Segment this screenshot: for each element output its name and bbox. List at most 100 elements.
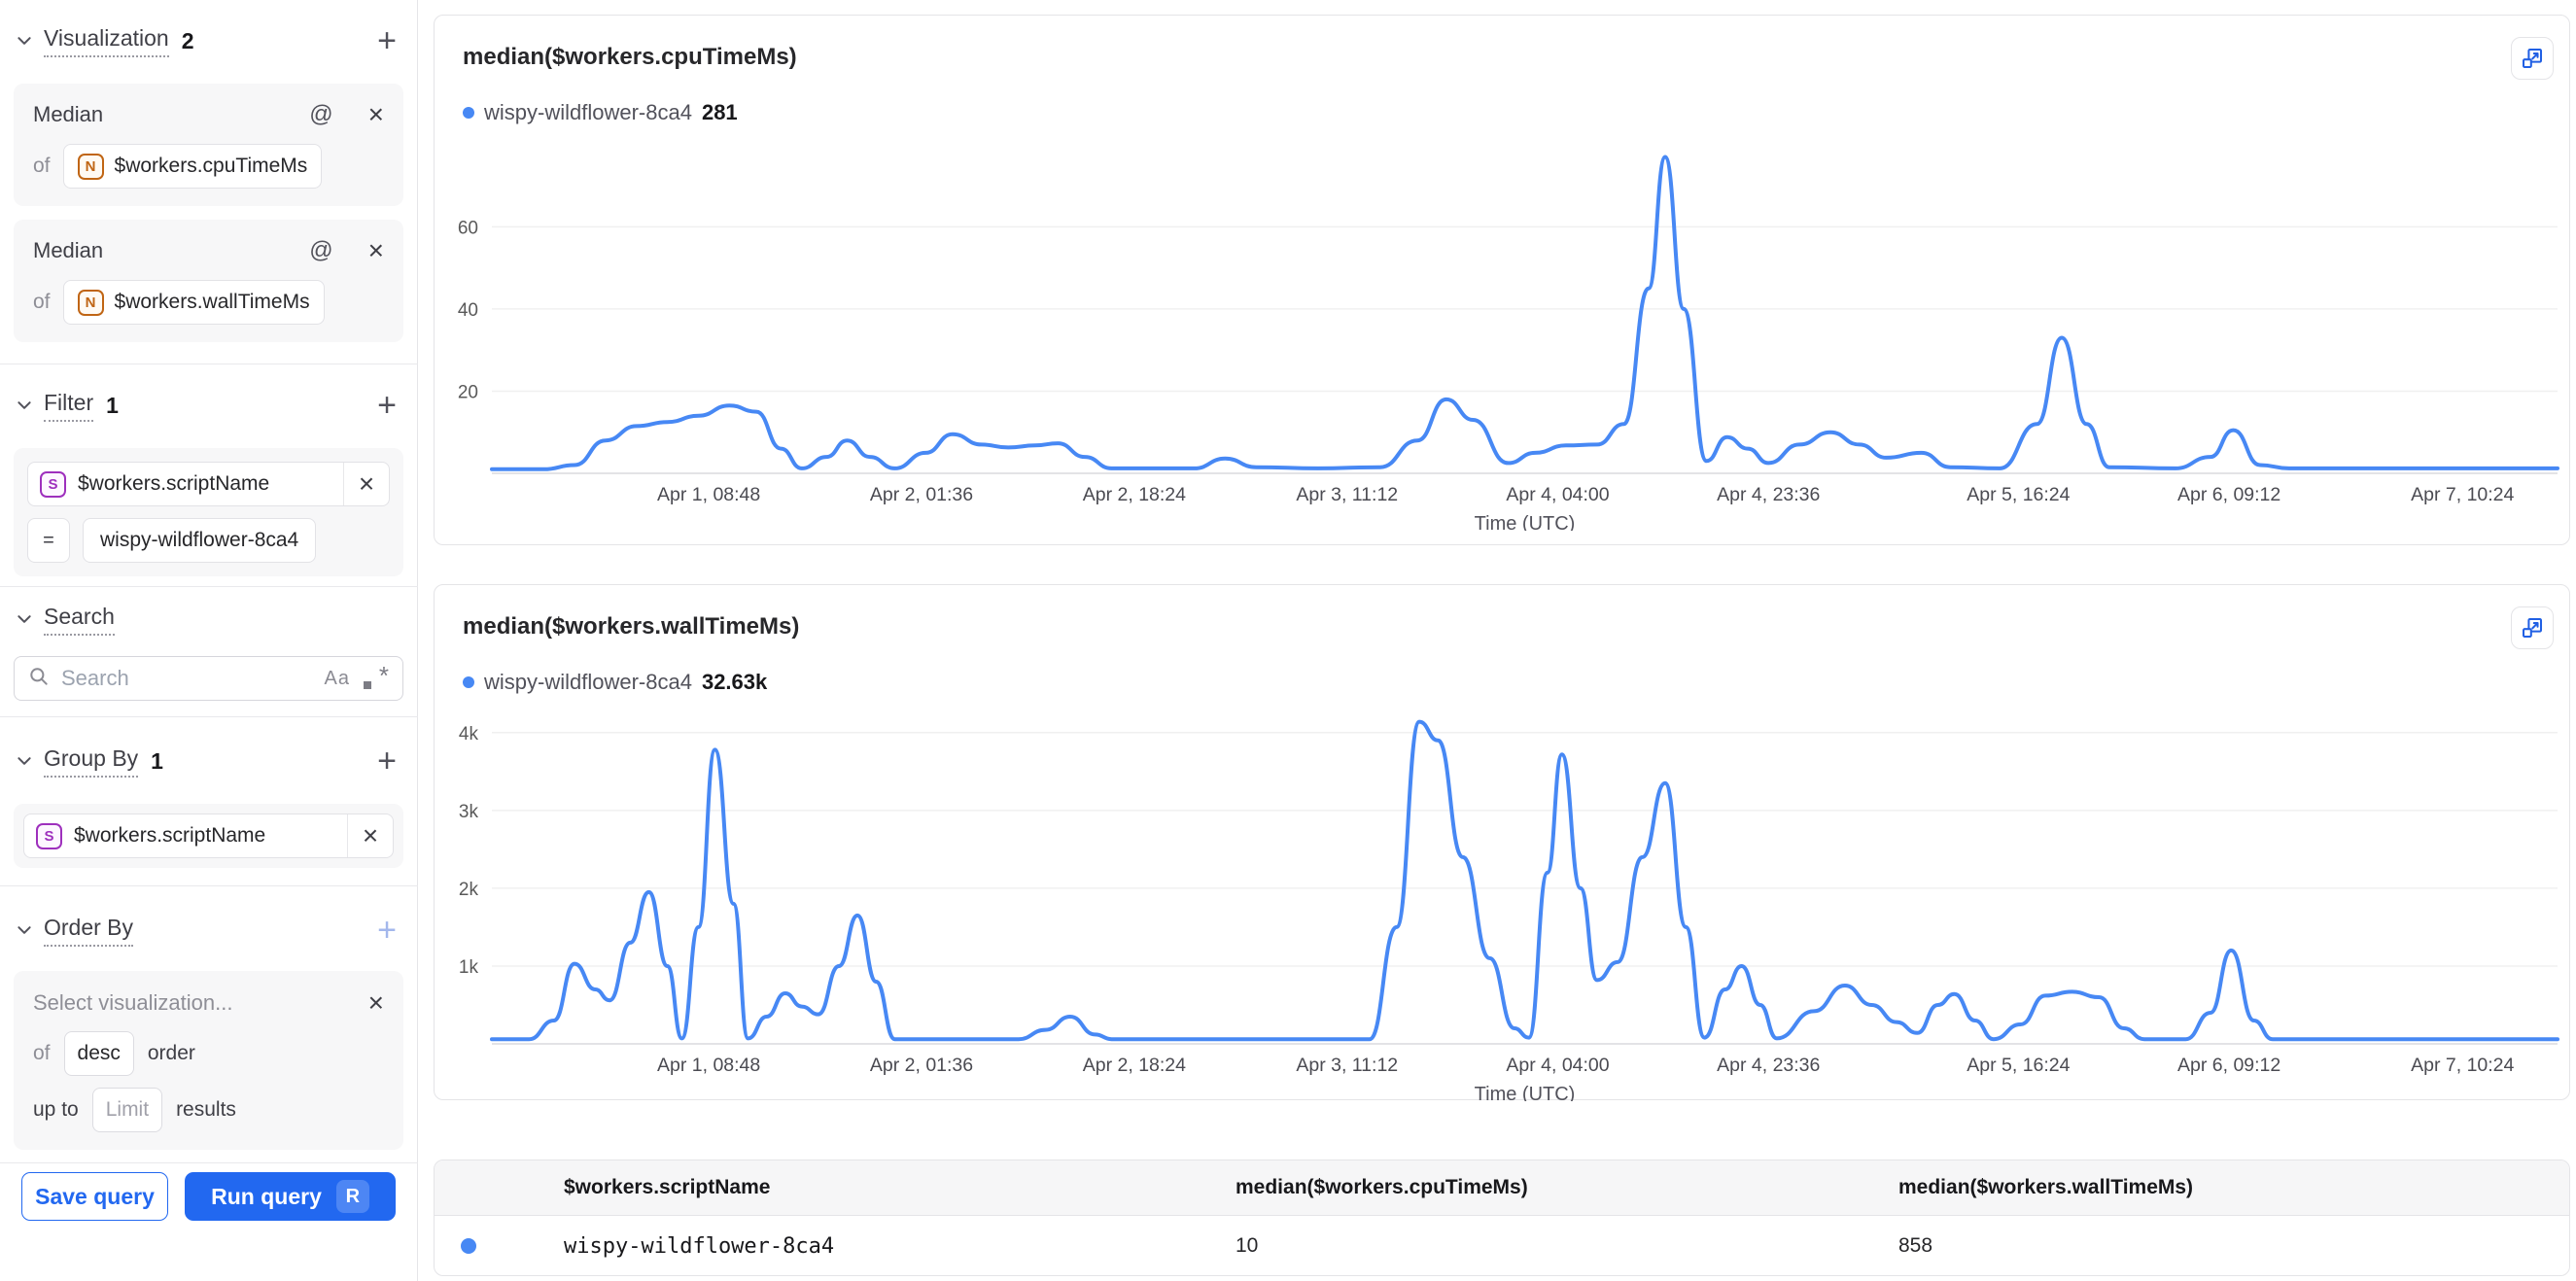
field-name: $workers.wallTimeMs — [114, 291, 310, 313]
add-group-by-icon[interactable]: + — [377, 743, 397, 779]
line-chart[interactable]: 1k 2k 3k 4k Apr 1, 08:48 Apr 2, 01:36 Apr 2, 1… — [435, 707, 2571, 1101]
at-icon[interactable]: @ — [309, 101, 333, 127]
visualization-section: Visualization 2 + Median @ × of N $worke… — [0, 21, 417, 342]
svg-text:20: 20 — [458, 382, 478, 402]
svg-text:Apr 2, 18:24: Apr 2, 18:24 — [1083, 1055, 1186, 1076]
filter-operator-select[interactable]: = — [27, 518, 70, 563]
chart-title: median($workers.wallTimeMs) — [463, 613, 800, 640]
chevron-down-icon[interactable] — [16, 921, 33, 939]
field-chip[interactable]: N $workers.cpuTimeMs — [62, 144, 323, 189]
expand-chart-button[interactable] — [2511, 37, 2554, 80]
run-query-button[interactable]: Run query R — [185, 1172, 396, 1221]
line-chart[interactable]: 20 40 60 Apr 1, 08:48 Apr 2, 01:36 Apr 2, 18:… — [435, 137, 2571, 531]
svg-text:Apr 2, 01:36: Apr 2, 01:36 — [870, 1055, 973, 1076]
number-type-icon: N — [77, 289, 104, 316]
series-dot — [463, 107, 474, 119]
cpu-time-cell: 10 — [1236, 1234, 1259, 1257]
chevron-down-icon[interactable] — [16, 752, 33, 770]
close-icon[interactable]: × — [367, 99, 384, 129]
search-input[interactable]: Search Aa * — [14, 656, 403, 701]
series-value: 281 — [701, 100, 738, 124]
expand-chart-button[interactable] — [2511, 606, 2554, 649]
divider — [0, 586, 418, 587]
svg-text:Apr 6, 09:12: Apr 6, 09:12 — [2177, 484, 2280, 505]
results-table: $workers.scriptName median($workers.cpuT… — [434, 1160, 2570, 1276]
group-by-field-name: $workers.scriptName — [74, 824, 266, 847]
chevron-down-icon[interactable] — [16, 397, 33, 414]
filter-card: S $workers.scriptName × = wispy-wildflow… — [14, 448, 403, 576]
run-shortcut-badge: R — [335, 1180, 369, 1213]
svg-text:Apr 4, 23:36: Apr 4, 23:36 — [1717, 1055, 1820, 1076]
remove-group-by-button[interactable]: × — [348, 820, 393, 850]
svg-text:3k: 3k — [459, 802, 479, 822]
aggregation-label: Median — [33, 102, 104, 126]
svg-text:40: 40 — [458, 300, 478, 321]
table-row[interactable]: wispy-wildflower-8ca4 10 858 — [435, 1216, 2569, 1275]
visualization-card: Median @ × of N $workers.cpuTimeMs — [14, 84, 403, 206]
svg-text:4k: 4k — [459, 724, 479, 744]
close-icon: × — [362, 820, 379, 850]
aggregation-label: Median — [33, 238, 104, 262]
search-section: Search Search Aa * — [0, 600, 417, 701]
group-by-title: Group By — [44, 745, 139, 778]
svg-text:Apr 7, 10:24: Apr 7, 10:24 — [2411, 484, 2514, 505]
add-visualization-icon[interactable]: + — [377, 22, 397, 59]
chart-legend[interactable]: wispy-wildflower-8ca4 32.63k — [463, 670, 767, 695]
case-sensitive-icon[interactable]: Aa — [324, 667, 350, 689]
series-dot — [463, 676, 474, 688]
svg-text:Apr 2, 01:36: Apr 2, 01:36 — [870, 484, 973, 505]
remove-filter-button[interactable]: × — [344, 470, 389, 498]
expand-icon — [2522, 617, 2543, 639]
svg-text:Time (UTC): Time (UTC) — [1475, 1084, 1576, 1101]
order-direction-select[interactable]: desc — [63, 1031, 134, 1076]
svg-text:Time (UTC): Time (UTC) — [1475, 513, 1576, 531]
order-label: order — [147, 1042, 195, 1064]
filter-value-select[interactable]: wispy-wildflower-8ca4 — [83, 518, 317, 563]
group-by-field-row[interactable]: S $workers.scriptName × — [23, 814, 394, 858]
svg-text:Apr 1, 08:48: Apr 1, 08:48 — [657, 1055, 760, 1076]
limit-input[interactable]: Limit — [91, 1088, 163, 1132]
close-icon[interactable]: × — [367, 235, 384, 265]
filter-field-name: $workers.scriptName — [78, 472, 270, 495]
search-placeholder: Search — [61, 666, 129, 690]
svg-text:2k: 2k — [459, 880, 479, 900]
order-by-section: Order By + Select visualization... × of … — [0, 911, 417, 1150]
regex-icon[interactable]: * — [362, 661, 389, 692]
results-label: results — [176, 1098, 236, 1121]
table-header-row: $workers.scriptName median($workers.cpuT… — [435, 1160, 2569, 1216]
order-by-visualization-select[interactable]: Select visualization... — [33, 990, 233, 1015]
order-by-card: Select visualization... × of desc order … — [14, 971, 403, 1150]
svg-text:Apr 5, 16:24: Apr 5, 16:24 — [1967, 484, 2070, 505]
save-query-button[interactable]: Save query — [21, 1172, 168, 1221]
number-type-icon: N — [77, 153, 104, 180]
svg-text:Apr 3, 11:12: Apr 3, 11:12 — [1296, 1055, 1398, 1076]
chevron-down-icon[interactable] — [16, 32, 33, 50]
group-by-count: 1 — [151, 747, 163, 774]
series-dot — [461, 1238, 476, 1254]
svg-text:Apr 2, 18:24: Apr 2, 18:24 — [1083, 484, 1186, 505]
svg-text:Apr 4, 04:00: Apr 4, 04:00 — [1506, 484, 1609, 505]
field-chip[interactable]: N $workers.wallTimeMs — [62, 280, 325, 325]
column-header: median($workers.wallTimeMs) — [1898, 1176, 2194, 1198]
svg-text:60: 60 — [458, 218, 478, 238]
svg-text:Apr 1, 08:48: Apr 1, 08:48 — [657, 484, 760, 505]
string-type-icon: S — [40, 470, 66, 498]
at-icon[interactable]: @ — [309, 237, 333, 263]
up-to-label: up to — [33, 1098, 79, 1121]
svg-text:Apr 4, 23:36: Apr 4, 23:36 — [1717, 484, 1820, 505]
script-name-cell: wispy-wildflower-8ca4 — [564, 1233, 835, 1259]
visualization-card: Median @ × of N $workers.wallTimeMs — [14, 220, 403, 342]
chevron-down-icon[interactable] — [16, 610, 33, 628]
divider — [0, 885, 418, 886]
filter-title: Filter — [44, 390, 94, 422]
column-header: median($workers.cpuTimeMs) — [1236, 1176, 1528, 1198]
close-icon[interactable]: × — [367, 987, 384, 1018]
visualization-count: 2 — [181, 27, 194, 53]
add-order-by-icon[interactable]: + — [377, 912, 397, 949]
series-name: wispy-wildflower-8ca4 — [484, 100, 692, 124]
add-filter-icon[interactable]: + — [377, 387, 397, 424]
chart-legend[interactable]: wispy-wildflower-8ca4 281 — [463, 100, 738, 125]
filter-field-row[interactable]: S $workers.scriptName × — [27, 462, 390, 506]
search-icon — [28, 666, 50, 692]
query-builder-sidebar: Visualization 2 + Median @ × of N $worke… — [0, 0, 418, 1281]
